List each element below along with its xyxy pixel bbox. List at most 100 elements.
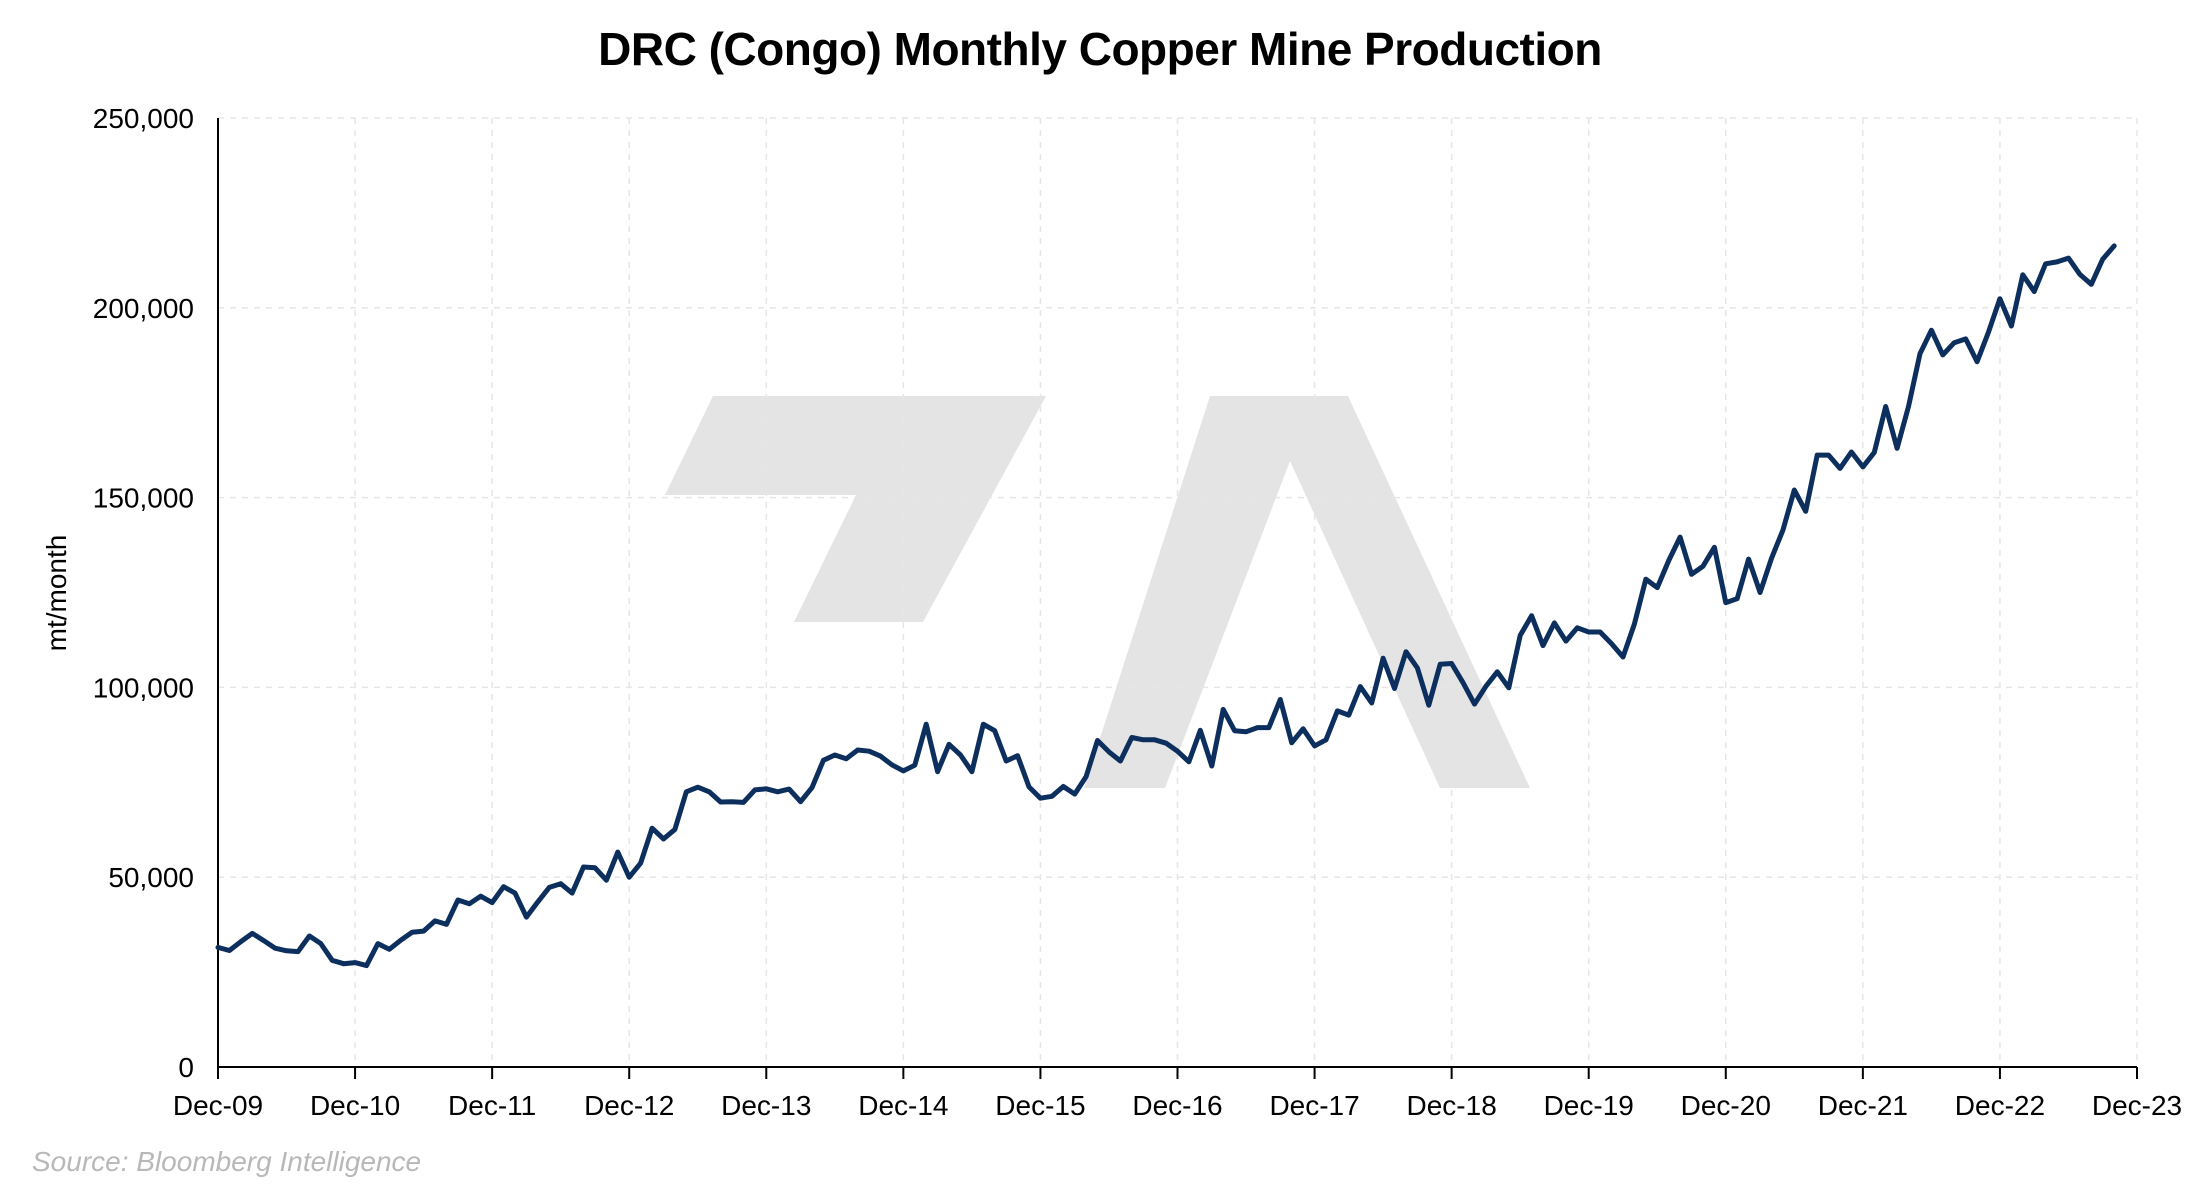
y-axis-title: mt/month bbox=[41, 535, 72, 652]
data-point bbox=[1449, 661, 1454, 666]
data-point bbox=[1209, 763, 1215, 769]
gridlines bbox=[218, 117, 2138, 1067]
data-point bbox=[1963, 336, 1968, 342]
y-tick-label: 150,000 bbox=[93, 483, 194, 514]
data-point bbox=[318, 941, 323, 946]
data-point bbox=[935, 769, 940, 774]
data-point bbox=[1929, 328, 1934, 333]
data-point bbox=[307, 933, 312, 939]
data-point bbox=[1335, 708, 1340, 714]
data-point bbox=[878, 753, 883, 759]
data-point bbox=[1689, 572, 1694, 577]
data-point bbox=[1986, 329, 1991, 335]
data-point bbox=[524, 914, 529, 920]
data-point bbox=[558, 881, 563, 886]
data-point bbox=[1163, 741, 1169, 746]
data-point bbox=[946, 742, 952, 747]
data-point bbox=[798, 799, 803, 804]
y-tick-label: 0 bbox=[178, 1052, 194, 1083]
data-point bbox=[695, 785, 700, 790]
data-point bbox=[1952, 340, 1957, 345]
data-point bbox=[1426, 703, 1432, 708]
data-point bbox=[2066, 255, 2071, 261]
data-point bbox=[1026, 784, 1032, 790]
data-point bbox=[2032, 289, 2037, 294]
watermark-logo bbox=[665, 396, 1530, 788]
data-point bbox=[1175, 749, 1180, 754]
data-point bbox=[1049, 794, 1055, 799]
data-point bbox=[729, 799, 735, 804]
data-point bbox=[1826, 452, 1831, 458]
data-point bbox=[341, 961, 346, 966]
data-point bbox=[410, 930, 415, 935]
data-point bbox=[1061, 784, 1066, 789]
data-point bbox=[478, 894, 483, 899]
data-point bbox=[1106, 749, 1112, 755]
data-point bbox=[1380, 656, 1386, 661]
data-point bbox=[1769, 556, 1774, 561]
y-tick-label: 50,000 bbox=[108, 862, 194, 893]
x-tick-label: Dec-20 bbox=[1681, 1090, 1771, 1121]
x-tick-label: Dec-21 bbox=[1818, 1090, 1908, 1121]
x-tick-label: Dec-13 bbox=[721, 1090, 811, 1121]
data-point bbox=[467, 901, 472, 906]
data-point bbox=[1346, 712, 1352, 718]
data-point bbox=[421, 928, 426, 934]
data-point bbox=[1712, 545, 1717, 550]
source-note: Source: Bloomberg Intelligence bbox=[32, 1146, 422, 1177]
data-point bbox=[1152, 737, 1157, 742]
x-tick-label: Dec-15 bbox=[995, 1090, 1085, 1121]
data-point bbox=[1632, 621, 1637, 627]
y-tick-label: 100,000 bbox=[93, 672, 194, 703]
data-point bbox=[1609, 641, 1614, 646]
data-point bbox=[512, 890, 518, 896]
data-point bbox=[1198, 728, 1203, 733]
data-point bbox=[1472, 701, 1477, 707]
data-point bbox=[604, 878, 609, 883]
data-point bbox=[1586, 629, 1591, 635]
data-point bbox=[775, 789, 780, 794]
data-point bbox=[2043, 261, 2048, 266]
x-tick-label: Dec-17 bbox=[1269, 1090, 1359, 1121]
data-point bbox=[764, 786, 769, 791]
y-tick-label: 250,000 bbox=[93, 103, 194, 134]
data-point bbox=[330, 958, 335, 963]
data-point bbox=[1540, 643, 1546, 648]
data-point bbox=[1072, 791, 1077, 797]
data-point bbox=[2089, 282, 2094, 287]
data-point bbox=[1837, 466, 1843, 471]
data-point bbox=[1666, 558, 1671, 563]
data-point bbox=[1917, 351, 1923, 356]
data-point bbox=[1894, 446, 1900, 451]
data-point bbox=[1860, 464, 1866, 470]
data-point bbox=[1323, 737, 1329, 742]
data-point bbox=[547, 885, 552, 890]
data-point bbox=[1186, 759, 1192, 764]
y-tick-label: 200,000 bbox=[93, 293, 194, 324]
data-point bbox=[1369, 700, 1374, 706]
data-point bbox=[2020, 272, 2026, 277]
data-point bbox=[1300, 726, 1306, 731]
data-point bbox=[672, 827, 678, 832]
data-point bbox=[1015, 753, 1020, 758]
data-point bbox=[855, 747, 860, 753]
data-point bbox=[2077, 272, 2083, 277]
data-point bbox=[375, 941, 381, 946]
data-point bbox=[592, 865, 598, 870]
data-point bbox=[1803, 509, 1808, 514]
data-point bbox=[615, 849, 620, 855]
data-point bbox=[1815, 452, 1820, 458]
data-point bbox=[1552, 620, 1557, 626]
data-point bbox=[1746, 556, 1751, 562]
data-point bbox=[1940, 352, 1946, 358]
data-point bbox=[1849, 449, 1854, 455]
data-point bbox=[1597, 629, 1603, 635]
data-point bbox=[1004, 758, 1009, 764]
data-point bbox=[1243, 729, 1249, 734]
data-point bbox=[261, 938, 266, 943]
x-tick-label: Dec-12 bbox=[584, 1090, 674, 1121]
data-point bbox=[1735, 596, 1740, 601]
data-point bbox=[1460, 680, 1466, 685]
data-point bbox=[1872, 450, 1877, 455]
